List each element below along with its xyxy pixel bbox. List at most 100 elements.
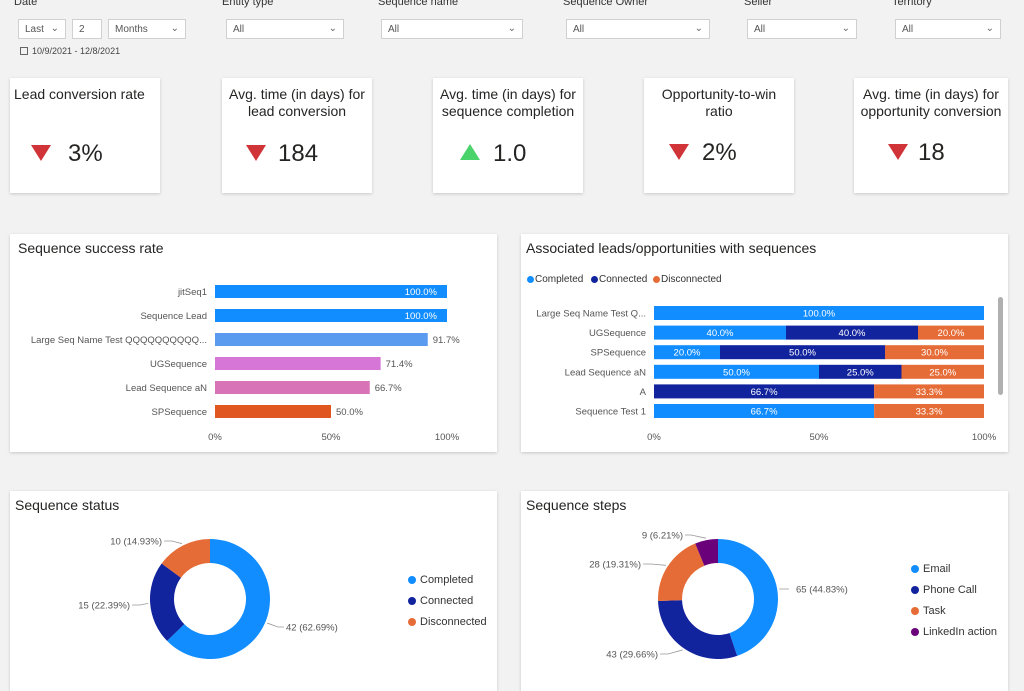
legend-label: Completed	[420, 574, 473, 586]
data-label: 100.0%	[803, 309, 836, 320]
legend-email: Email	[911, 563, 951, 575]
leader-line	[267, 623, 284, 627]
legend-linkedin: LinkedIn action	[911, 626, 997, 638]
bar	[215, 357, 381, 370]
category-label: SPSequence	[152, 407, 207, 418]
seller-label: Seller	[744, 0, 772, 8]
x-tick-label: 50%	[809, 432, 829, 443]
entity-type-value: All	[233, 24, 244, 35]
phone-dot-icon	[911, 586, 919, 594]
data-label: 25.0%	[847, 367, 874, 378]
kpi-title: Avg. time (in days) for sequence complet…	[433, 86, 583, 120]
category-label: Large Seq Name Test QQQQQQQQQQ...	[31, 335, 207, 346]
leader-line	[643, 564, 666, 565]
category-label: Sequence Lead	[140, 311, 207, 322]
date-filter-label: Date	[14, 0, 37, 8]
category-label: A	[640, 387, 647, 398]
x-tick-label: 100%	[972, 432, 997, 443]
kpi-value: 184	[278, 140, 318, 168]
date-unit-value: Months	[115, 24, 148, 35]
donut-slice	[658, 600, 737, 659]
x-tick-label: 50%	[321, 432, 341, 443]
entity-type-select[interactable]: All ⌄	[226, 19, 344, 39]
chevron-down-icon: ⌄	[986, 23, 994, 34]
leader-line	[685, 535, 706, 538]
date-range: 10/9/2021 - 12/8/2021	[20, 46, 120, 56]
kpi-title: Avg. time (in days) for opportunity conv…	[854, 86, 1008, 120]
vertical-scrollbar[interactable]	[998, 297, 1003, 395]
x-tick-label: 100%	[435, 432, 460, 443]
connected-dot-icon	[408, 597, 416, 605]
kpi-value: 18	[918, 139, 945, 167]
date-range-text: 10/9/2021 - 12/8/2021	[32, 46, 120, 56]
chevron-down-icon: ⌄	[329, 23, 337, 34]
data-label: 40.0%	[707, 328, 734, 339]
data-label: 66.7%	[751, 387, 778, 398]
category-label: UGSequence	[589, 328, 646, 339]
email-dot-icon	[911, 565, 919, 573]
legend-label: Connected	[420, 595, 473, 607]
leader-line	[164, 541, 182, 544]
linkedin-dot-icon	[911, 628, 919, 636]
date-count-value: 2	[79, 24, 85, 35]
kpi-value: 3%	[68, 140, 103, 168]
data-label: 20.0%	[938, 328, 965, 339]
kpi-title: Opportunity-to-win ratio	[644, 86, 794, 120]
slice-label: 9 (6.21%)	[642, 531, 683, 542]
associated-leads-card[interactable]: Associated leads/opportunities with sequ…	[521, 234, 1008, 452]
data-label: 66.7%	[375, 383, 402, 394]
category-label: Lead Sequence aN	[565, 367, 646, 378]
data-label: 66.7%	[751, 407, 778, 418]
data-label: 25.0%	[929, 367, 956, 378]
slice-label: 65 (44.83%)	[796, 585, 848, 596]
data-label: 50.0%	[789, 348, 816, 359]
kpi-card-opportunity-win[interactable]: Opportunity-to-win ratio 2%	[644, 78, 794, 193]
kpi-card-opportunity-time[interactable]: Avg. time (in days) for opportunity conv…	[854, 78, 1008, 193]
completed-dot-icon	[408, 576, 416, 584]
sequence-steps-card[interactable]: Sequence steps 65 (44.83%)43 (29.66%)28 …	[521, 491, 1008, 691]
chevron-down-icon: ⌄	[51, 23, 59, 34]
sequence-name-select[interactable]: All⌄	[381, 19, 523, 39]
sequence-status-card[interactable]: Sequence status 42 (62.69%)15 (22.39%)10…	[10, 491, 497, 691]
bar	[215, 333, 428, 346]
seller-select[interactable]: All⌄	[747, 19, 857, 39]
date-mode-value: Last	[25, 24, 44, 35]
data-label: 20.0%	[674, 348, 701, 359]
donut-slice	[658, 544, 704, 601]
data-label: 100.0%	[405, 287, 438, 298]
kpi-card-sequence-time[interactable]: Avg. time (in days) for sequence complet…	[433, 78, 583, 193]
territory-label: Territory	[892, 0, 932, 8]
data-label: 71.4%	[386, 359, 413, 370]
legend-completed: Completed	[408, 574, 473, 586]
sequence-owner-select[interactable]: All⌄	[566, 19, 710, 39]
data-label: 100.0%	[405, 311, 438, 322]
date-count-input[interactable]: 2	[72, 19, 102, 39]
legend-label: LinkedIn action	[923, 626, 997, 638]
slice-label: 10 (14.93%)	[110, 537, 162, 548]
kpi-card-lead-time[interactable]: Avg. time (in days) for lead conversion …	[222, 78, 372, 193]
trend-down-icon	[246, 145, 266, 161]
disconnected-dot-icon	[408, 618, 416, 626]
legend-disconnected: Disconnected	[408, 616, 487, 628]
calendar-icon	[20, 47, 28, 55]
bar	[215, 381, 370, 394]
data-label: 91.7%	[433, 335, 460, 346]
legend-task: Task	[911, 605, 946, 617]
kpi-value: 1.0	[493, 140, 526, 168]
category-label: UGSequence	[150, 359, 207, 370]
chevron-down-icon: ⌄	[842, 23, 850, 34]
date-unit-select[interactable]: Months⌄	[108, 19, 186, 39]
slice-label: 43 (29.66%)	[606, 650, 658, 661]
legend-label: Disconnected	[420, 616, 487, 628]
kpi-title: Lead conversion rate	[10, 86, 160, 103]
date-mode-select[interactable]: Last ⌄	[18, 19, 66, 39]
territory-select[interactable]: All⌄	[895, 19, 1001, 39]
kpi-card-lead-conversion[interactable]: Lead conversion rate 3%	[10, 78, 160, 193]
kpi-value: 2%	[702, 139, 737, 167]
chevron-down-icon: ⌄	[508, 23, 516, 34]
sequence-status-chart: 42 (62.69%)15 (22.39%)10 (14.93%)	[10, 491, 497, 691]
sequence-name-label: Sequence name	[378, 0, 458, 8]
trend-down-icon	[669, 144, 689, 160]
